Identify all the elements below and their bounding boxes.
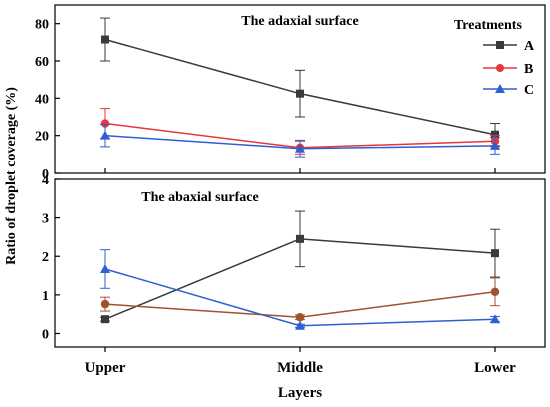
top-series-a-point bbox=[101, 35, 109, 44]
x-axis-label: Layers bbox=[278, 385, 322, 401]
bottom-series-a-point bbox=[296, 234, 304, 243]
x-tick-label: Middle bbox=[277, 360, 323, 376]
x-axis-ticks: Upper Middle Lower bbox=[85, 168, 516, 376]
bottom-y-axis-ticks: 0 1 2 3 4 bbox=[42, 173, 60, 342]
top-y-tick-label: 60 bbox=[35, 55, 49, 70]
bottom-series-c-point bbox=[490, 314, 500, 324]
bottom-series-a-point bbox=[491, 249, 499, 258]
legend-marker-b bbox=[496, 64, 504, 72]
bottom-panel-title: The abaxial surface bbox=[141, 190, 258, 205]
bottom-panel-series bbox=[100, 210, 500, 330]
top-series-c-point bbox=[490, 140, 500, 150]
top-panel-series bbox=[100, 17, 500, 158]
legend-title: Treatments bbox=[454, 18, 522, 33]
x-tick-label: Upper bbox=[85, 360, 126, 376]
top-series-a-point bbox=[491, 130, 499, 139]
top-y-tick-label: 40 bbox=[35, 92, 49, 107]
top-series-a-point bbox=[296, 89, 304, 98]
top-y-axis-ticks: 0 20 40 60 80 bbox=[35, 18, 60, 182]
top-series-b-point bbox=[100, 119, 110, 128]
x-tick-label: Lower bbox=[474, 360, 516, 376]
top-series-c-point bbox=[100, 130, 110, 140]
legend: Treatments A B C bbox=[454, 18, 535, 98]
legend-marker-a bbox=[496, 41, 504, 49]
top-series-c-point bbox=[295, 143, 305, 153]
top-y-tick-label: 80 bbox=[35, 18, 49, 33]
bottom-y-tick-label: 3 bbox=[42, 212, 49, 227]
legend-marker-c bbox=[495, 84, 505, 93]
bottom-series-b-point bbox=[295, 313, 305, 322]
top-panel-title: The adaxial surface bbox=[241, 14, 358, 29]
bottom-y-tick-label: 0 bbox=[42, 327, 49, 342]
bottom-series-c-point bbox=[100, 263, 110, 273]
bottom-series-a-point bbox=[101, 315, 109, 324]
bottom-y-tick-label: 4 bbox=[42, 173, 49, 188]
legend-label-a: A bbox=[524, 39, 535, 54]
y-axis-label: Ratio of droplet coverage (%) bbox=[4, 87, 19, 265]
bottom-y-tick-label: 1 bbox=[42, 289, 49, 304]
legend-label-c: C bbox=[524, 83, 534, 98]
top-y-tick-label: 0 bbox=[42, 167, 49, 182]
bottom-series-c-point bbox=[295, 320, 305, 330]
bottom-series-b-point bbox=[100, 299, 110, 309]
bottom-y-tick-label: 2 bbox=[42, 250, 49, 265]
top-y-tick-label: 20 bbox=[35, 130, 49, 145]
bottom-series-b-point bbox=[490, 287, 500, 296]
legend-label-b: B bbox=[524, 62, 533, 77]
